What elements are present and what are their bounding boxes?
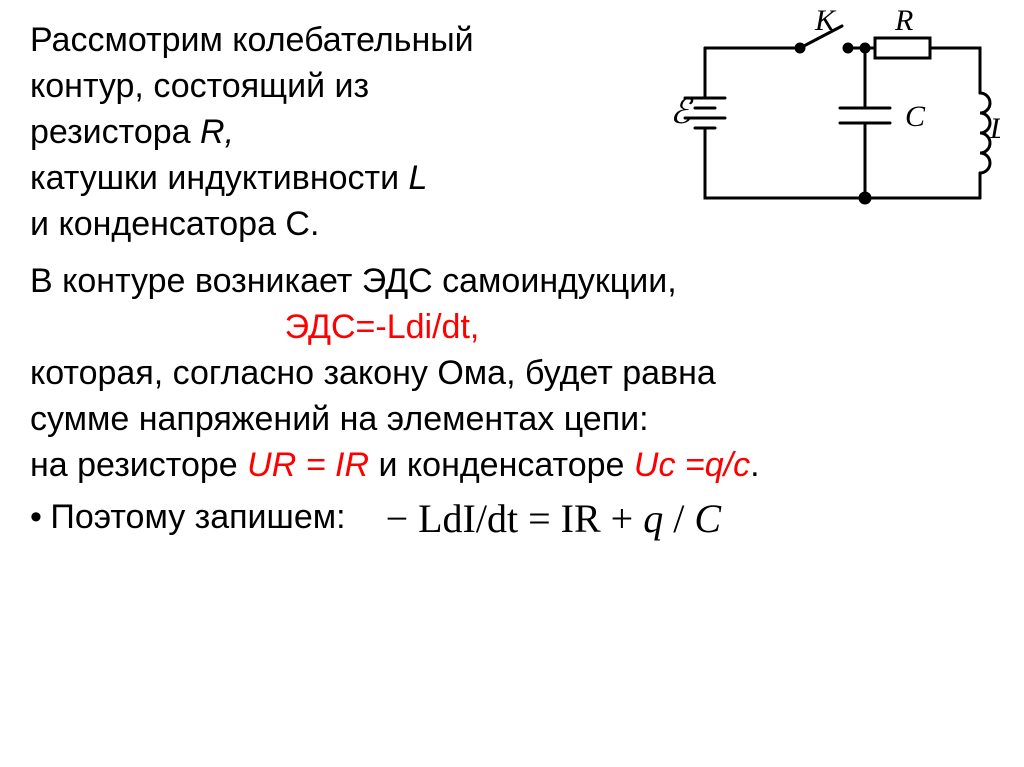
eq-minus: − <box>386 496 409 541</box>
emf-line-1: В контуре возникает ЭДС самоиндукции, <box>30 259 994 305</box>
final-row: •Поэтому запишем: − LdI/dt = IR + q / C <box>30 495 994 542</box>
therefore-text: Поэтому запишем: <box>50 498 345 536</box>
voltages-c: и конденсаторе <box>369 446 634 484</box>
intro-line-4a: катушки индуктивности <box>30 159 409 197</box>
eq-cap-c: C <box>694 496 721 541</box>
symbol-r: R, <box>200 113 234 151</box>
ohm-line-2: сумме напряжений на элементах цепи: <box>30 397 994 443</box>
eq-ldi: LdI/dt <box>418 496 518 541</box>
symbol-l: L <box>409 159 428 197</box>
equation-uc: Uc =q/c <box>634 446 750 484</box>
label-c: C <box>905 100 926 133</box>
eq-ir: IR <box>561 496 601 541</box>
intro-paragraph: Рассмотрим колебательный контур, состоящ… <box>30 18 730 247</box>
voltages-e: . <box>750 446 759 484</box>
voltages-a: на резисторе <box>30 446 247 484</box>
intro-line-4: катушки индуктивности L <box>30 156 730 202</box>
equation-ur: UR = IR <box>247 446 369 484</box>
ohm-line-1: которая, согласно закону Ома, будет равн… <box>30 351 994 397</box>
emf-paragraph: В контуре возникает ЭДС самоиндукции, ЭД… <box>30 259 994 488</box>
label-k: K <box>814 8 837 37</box>
equation-emf: ЭДС=-Ldi/dt, <box>30 305 994 351</box>
intro-line-3: резистора R, <box>30 110 730 156</box>
intro-line-3a: резистора <box>30 113 200 151</box>
voltages-line: на резисторе UR = IR и конденсаторе Uc =… <box>30 443 994 489</box>
circuit-diagram: K R C L ℰ <box>670 8 1000 223</box>
intro-line-1: Рассмотрим колебательный <box>30 18 730 64</box>
equation-main: − LdI/dt = IR + q / C <box>386 495 721 542</box>
bullet-icon: • <box>30 495 50 541</box>
label-r: R <box>894 8 913 37</box>
label-emf: ℰ <box>670 94 694 131</box>
intro-line-2: контур, состоящий из <box>30 64 730 110</box>
eq-q: q <box>643 496 663 541</box>
eq-equals: = <box>528 496 561 541</box>
eq-slash: / <box>673 496 694 541</box>
eq-plus: + <box>611 496 644 541</box>
intro-line-5: и конденсатора С. <box>30 202 730 248</box>
label-l: L <box>989 112 1000 145</box>
